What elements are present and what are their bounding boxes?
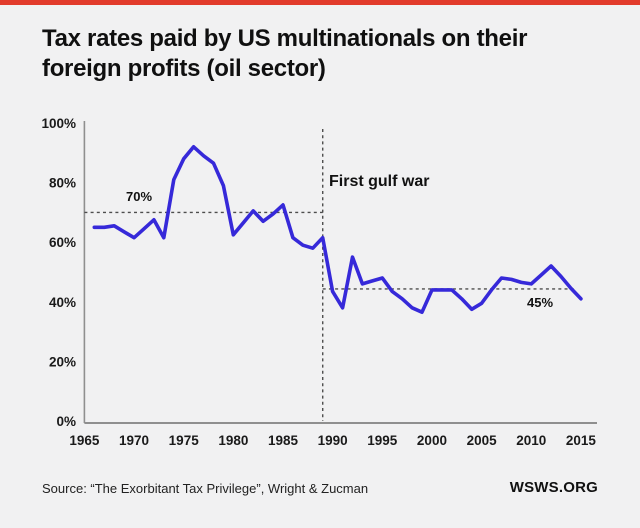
ref-line-70-label: 70% (126, 189, 153, 204)
y-tick-label: 100% (41, 116, 76, 131)
y-tick-label: 20% (49, 354, 76, 369)
first-gulf-war-label: First gulf war (329, 173, 430, 190)
x-tick-label: 2000 (417, 433, 447, 448)
source-text: Source: “The Exorbitant Tax Privilege”, … (42, 481, 369, 496)
x-tick-label: 1995 (367, 433, 398, 448)
x-tick-label: 1985 (268, 433, 299, 448)
y-tick-label: 60% (49, 235, 76, 250)
x-tick-label: 1990 (318, 433, 348, 448)
x-tick-label: 1975 (169, 433, 200, 448)
y-tick-label: 80% (49, 176, 76, 191)
y-tick-label: 40% (49, 295, 76, 310)
x-tick-label: 2010 (516, 433, 546, 448)
chart-title-line1: Tax rates paid by US multinationals on t… (42, 25, 528, 52)
ref-line-45-label: 45% (527, 295, 554, 310)
y-tick-label: 0% (56, 414, 76, 429)
top-accent-bar (0, 0, 640, 5)
x-tick-label: 1980 (218, 433, 248, 448)
chart-title-line2: foreign profits (oil sector) (42, 55, 326, 82)
brand-text: WSWS.ORG (509, 479, 598, 496)
tax-rate-series-line (92, 145, 583, 315)
x-tick-label: 1970 (119, 433, 149, 448)
x-tick-label: 1965 (69, 433, 100, 448)
chart-title: Tax rates paid by US multinationals on t… (42, 24, 612, 84)
x-tick-label: 2015 (566, 433, 597, 448)
x-tick-label: 2005 (467, 433, 498, 448)
